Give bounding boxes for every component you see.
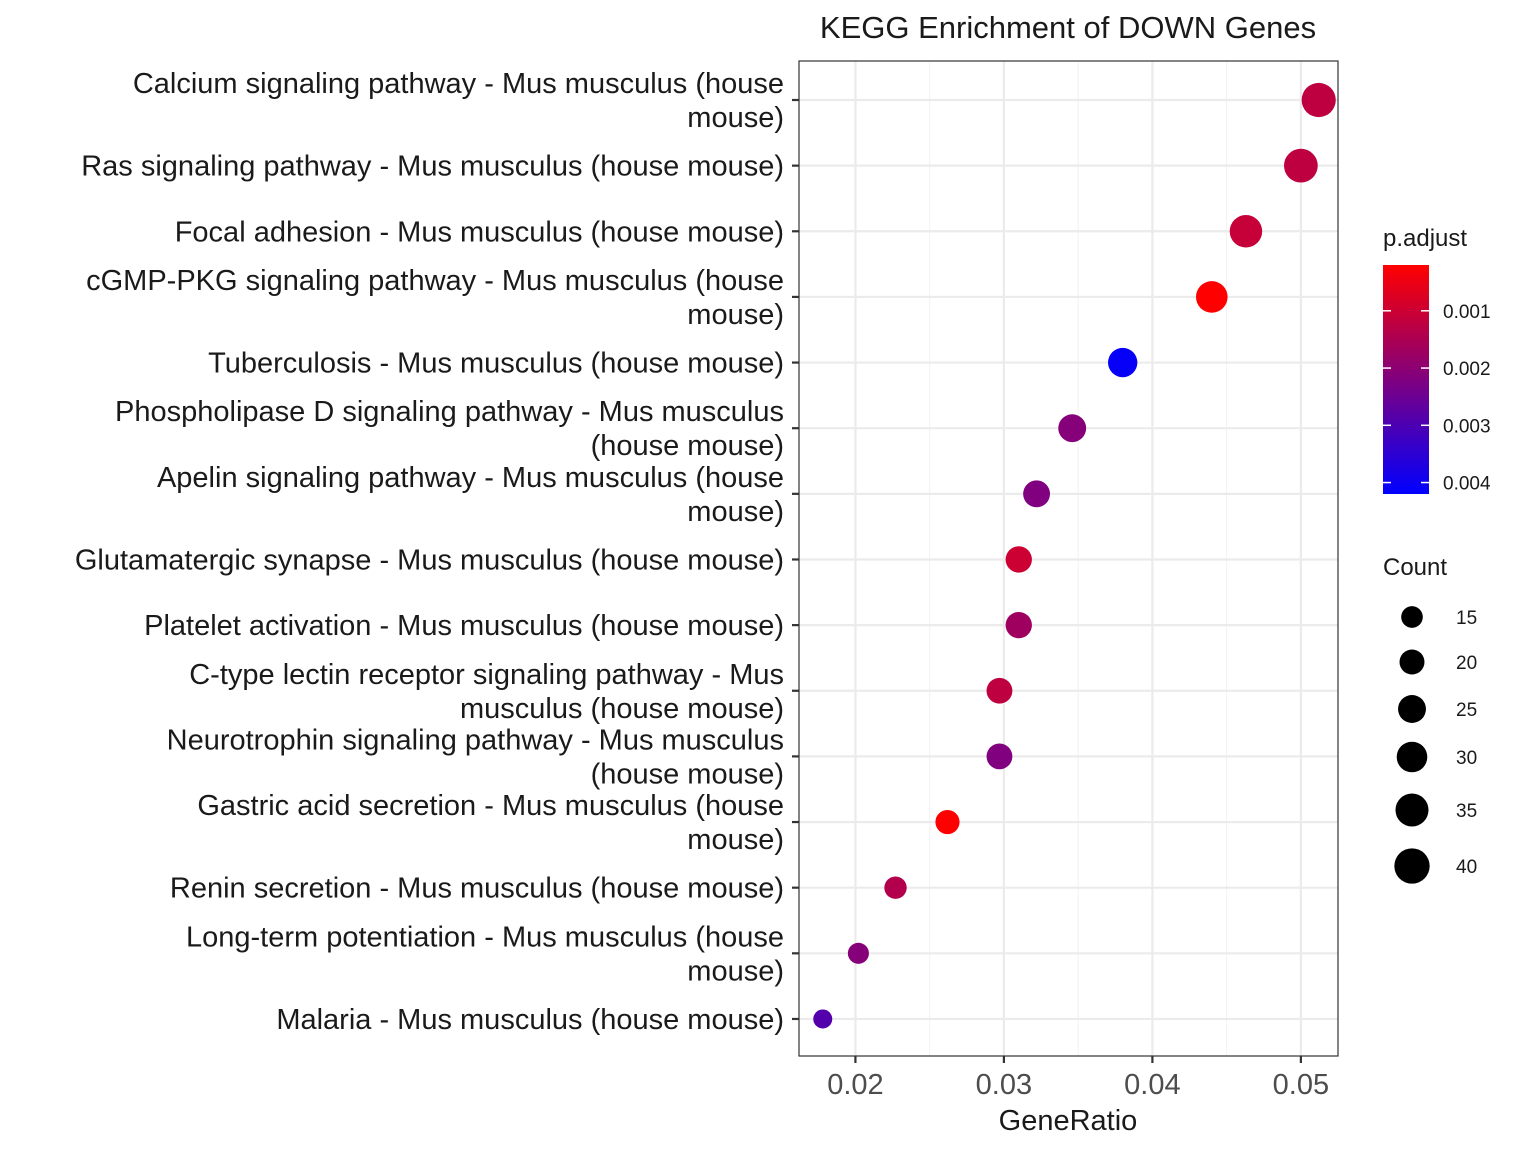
data-point: [813, 1009, 833, 1029]
x-tick-label: 0.03: [976, 1069, 1032, 1101]
y-tick-label: Phospholipase D signaling pathway - Mus …: [115, 396, 784, 428]
data-point: [935, 809, 960, 835]
x-axis-title: GeneRatio: [999, 1105, 1138, 1137]
y-tick-label: (house mouse): [591, 758, 784, 790]
data-point: [1023, 480, 1051, 508]
size-legend-key: [1401, 606, 1423, 628]
color-legend-label: 0.004: [1443, 474, 1491, 495]
data-point: [1108, 347, 1138, 378]
x-tick-label: 0.04: [1124, 1069, 1180, 1101]
y-tick-label: mouse): [687, 299, 784, 331]
size-legend-key: [1398, 695, 1426, 723]
y-tick-label: Glutamatergic synapse - Mus musculus (ho…: [75, 544, 784, 576]
data-point: [1195, 281, 1228, 313]
data-point: [1005, 546, 1032, 573]
y-tick-label: mouse): [687, 955, 784, 987]
y-tick-label: Gastric acid secretion - Mus musculus (h…: [197, 790, 784, 822]
y-tick-label: Renin secretion - Mus musculus (house mo…: [170, 873, 784, 905]
size-legend-title: Count: [1383, 554, 1447, 581]
data-point: [1005, 611, 1032, 639]
data-point: [1229, 215, 1263, 248]
size-legend-label: 20: [1456, 653, 1477, 674]
y-tick-label: mouse): [687, 824, 784, 856]
color-legend-label: 0.001: [1443, 302, 1491, 323]
data-point: [986, 743, 1013, 770]
y-tick-label: Neurotrophin signaling pathway - Mus mus…: [167, 724, 784, 756]
size-legend-key: [1395, 793, 1429, 827]
size-legend-key: [1396, 741, 1428, 773]
data-point: [1058, 414, 1087, 443]
x-tick-label: 0.02: [827, 1069, 883, 1101]
color-legend: p.adjust 0.001 0.002 0.003 0.004: [1383, 225, 1491, 495]
y-tick-label: Focal adhesion - Mus musculus (house mou…: [175, 216, 784, 248]
x-axis: 0.02 0.03 0.04 0.05: [827, 1056, 1329, 1101]
y-tick-label: C-type lectin receptor signaling pathway…: [189, 659, 784, 691]
chart-title: KEGG Enrichment of DOWN Genes: [820, 10, 1316, 45]
size-legend-label: 30: [1456, 748, 1477, 769]
color-legend-title: p.adjust: [1383, 225, 1467, 252]
data-point: [1284, 148, 1318, 183]
y-tick-label: musculus (house mouse): [460, 693, 784, 725]
y-tick-label: Tuberculosis - Mus musculus (house mouse…: [208, 348, 784, 380]
data-point: [847, 942, 869, 964]
data-point: [986, 677, 1013, 704]
grid: [799, 61, 1338, 1056]
y-tick-label: mouse): [687, 102, 784, 134]
y-tick-label: cGMP-PKG signaling pathway - Mus musculu…: [86, 265, 784, 297]
size-legend-key: [1394, 848, 1430, 884]
points: [813, 82, 1336, 1029]
data-point: [884, 876, 907, 899]
y-tick-label: (house mouse): [591, 430, 784, 462]
y-tick-label: Calcium signaling pathway - Mus musculus…: [133, 68, 784, 100]
size-legend-label: 35: [1456, 801, 1477, 822]
y-tick-label: Ras signaling pathway - Mus musculus (ho…: [81, 151, 784, 183]
size-legend-label: 25: [1456, 700, 1477, 721]
y-tick-label: Long-term potentiation - Mus musculus (h…: [186, 921, 784, 953]
y-tick-label: mouse): [687, 496, 784, 528]
y-tick-label: Platelet activation - Mus musculus (hous…: [144, 610, 784, 642]
size-legend-label: 15: [1456, 608, 1477, 629]
color-legend-label: 0.003: [1443, 416, 1491, 437]
x-tick-label: 0.05: [1273, 1069, 1329, 1101]
y-tick-label: Apelin signaling pathway - Mus musculus …: [157, 462, 784, 494]
y-axis: Calcium signaling pathway - Mus musculus…: [75, 68, 799, 1036]
size-legend: Count 15 20 25 30 35 40: [1383, 554, 1477, 884]
size-legend-key: [1399, 649, 1425, 675]
color-legend-label: 0.002: [1443, 359, 1491, 380]
color-legend-gradient-bar: [1383, 265, 1429, 494]
size-legend-label: 40: [1456, 857, 1477, 878]
y-tick-label: Malaria - Mus musculus (house mouse): [276, 1004, 784, 1036]
data-point: [1301, 82, 1336, 118]
